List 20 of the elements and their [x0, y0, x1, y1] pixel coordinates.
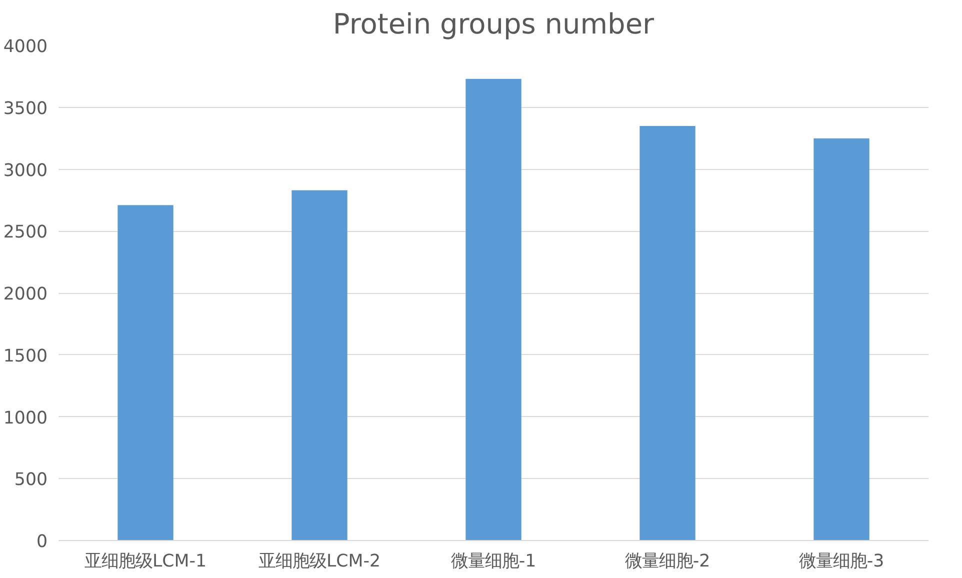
bar [466, 78, 522, 540]
x-tick-label: 亚细胞级LCM-2 [258, 552, 380, 572]
y-tick-label: 4000 [3, 37, 48, 57]
y-tick-label: 3500 [3, 98, 48, 119]
x-tick-label: 微量细胞-2 [624, 552, 710, 572]
x-tick-label: 亚细胞级LCM-1 [84, 552, 206, 572]
bar [292, 190, 348, 540]
y-tick-label: 3000 [3, 160, 48, 181]
y-tick-label: 1000 [3, 408, 48, 428]
x-tick-label: 微量细胞-3 [798, 552, 884, 572]
bar [814, 138, 870, 540]
y-tick-label: 1500 [3, 346, 48, 366]
chart-title: Protein groups number [332, 8, 655, 40]
y-tick-label: 500 [14, 470, 48, 490]
bar [640, 126, 696, 540]
x-tick-label: 微量细胞-1 [450, 552, 536, 572]
y-tick-label: 0 [36, 532, 48, 552]
y-tick-label: 2000 [3, 284, 48, 304]
y-tick-label: 2500 [3, 222, 48, 243]
bar [118, 205, 174, 540]
